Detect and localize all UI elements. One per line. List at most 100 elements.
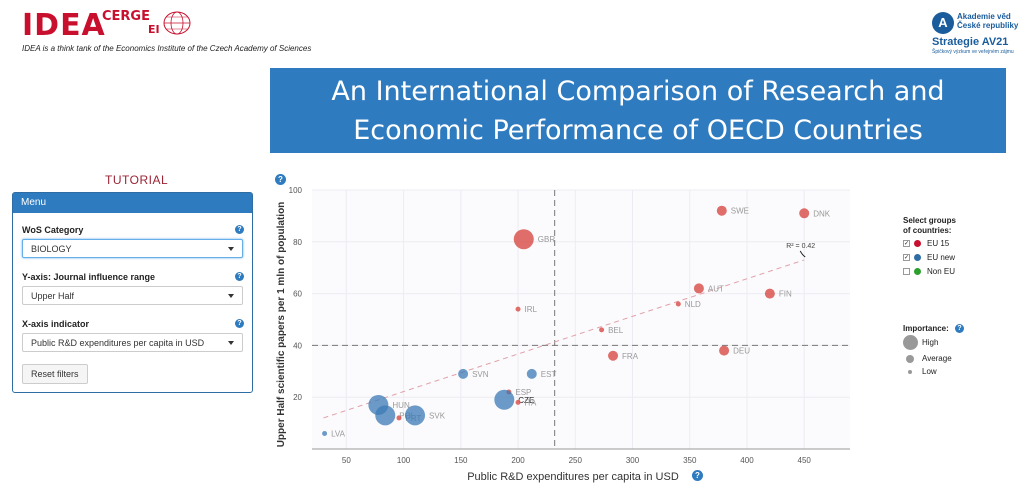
- chevron-down-icon: [228, 294, 234, 298]
- eu-new-dot-icon: [914, 254, 921, 261]
- data-point-gbr[interactable]: [513, 229, 534, 250]
- data-point-est[interactable]: [526, 368, 537, 379]
- checkbox[interactable]: [903, 268, 910, 275]
- importance-low-label: Low: [922, 367, 937, 376]
- importance-low: Low: [903, 365, 1021, 378]
- x-axis-title: Public R&D expenditures per capita in US…: [467, 471, 679, 483]
- legend-group-label: EU 15: [927, 239, 950, 248]
- y-axis-title: Upper Half scientific papers per 1 mln o…: [276, 202, 287, 448]
- point-label: LVA: [331, 429, 346, 438]
- yaxis-label: Y-axis: Journal influence range: [22, 272, 156, 282]
- point-label: BEL: [608, 326, 624, 335]
- xaxis-help-icon-chart[interactable]: ?: [692, 470, 703, 481]
- legend-group-label: Non EU: [927, 267, 956, 276]
- trend-line: [323, 259, 805, 419]
- av-logo-strategy: Strategie AV21: [932, 36, 1009, 48]
- checkbox[interactable]: ✓: [903, 240, 910, 247]
- point-label: GBR: [538, 235, 556, 244]
- data-point-deu[interactable]: [719, 345, 730, 356]
- wos-help-icon[interactable]: ?: [235, 225, 244, 234]
- data-point-irl[interactable]: [515, 306, 521, 312]
- scatter-chart[interactable]: 20 40 60 80 100 50 100 150 200 250 300 350 400 450 R² …: [268, 180, 868, 485]
- data-point-fin[interactable]: [764, 288, 775, 299]
- wos-category-select[interactable]: BIOLOGY: [22, 239, 243, 258]
- point-label: SVN: [472, 370, 489, 379]
- point-label: DEU: [733, 347, 750, 356]
- data-point-ita[interactable]: [515, 399, 521, 405]
- legend-groups-title-2: of countries:: [903, 226, 952, 235]
- importance-average-label: Average: [922, 354, 952, 363]
- menu-panel: Menu WoS Category ? BIOLOGY Y-axis: Jour…: [12, 192, 253, 393]
- legend: Select groups of countries: ✓ EU 15 ✓ EU…: [903, 216, 1021, 378]
- point-label: ESP: [515, 388, 531, 397]
- point-label: DNK: [813, 209, 831, 218]
- x-tick-label: 150: [454, 456, 468, 465]
- point-label: EST: [541, 370, 557, 379]
- wos-category-value: BIOLOGY: [31, 244, 72, 254]
- data-point-cze[interactable]: [494, 389, 515, 410]
- page-title-line1: An International Comparison of Research …: [331, 76, 945, 107]
- logo-idea-text: IDEA: [22, 8, 106, 43]
- data-point-bel[interactable]: [599, 327, 605, 333]
- page-title-banner: An International Comparison of Research …: [270, 68, 1006, 153]
- data-point-fra[interactable]: [608, 350, 619, 361]
- chevron-down-icon: [228, 247, 234, 251]
- data-point-aut[interactable]: [693, 283, 704, 294]
- low-size-dot-icon: [908, 370, 912, 374]
- data-point-lva[interactable]: [322, 430, 328, 436]
- point-label: NLD: [685, 300, 701, 309]
- x-tick-label: 50: [342, 456, 351, 465]
- y-tick-label: 100: [289, 186, 303, 195]
- x-tick-label: 400: [740, 456, 754, 465]
- menu-title: Menu: [13, 193, 252, 213]
- wos-category-label: WoS Category: [22, 225, 84, 235]
- checkbox[interactable]: ✓: [903, 254, 910, 261]
- point-label: AUT: [708, 284, 724, 293]
- data-point-pol[interactable]: [375, 405, 396, 426]
- xaxis-label: X-axis indicator: [22, 319, 90, 329]
- chevron-down-icon: [228, 341, 234, 345]
- legend-group-eu15[interactable]: ✓ EU 15: [903, 237, 1021, 250]
- legend-groups-title-1: Select groups: [903, 216, 956, 225]
- y-tick-label: 20: [293, 393, 302, 402]
- yaxis-select[interactable]: Upper Half: [22, 286, 243, 305]
- yaxis-help-icon[interactable]: ?: [235, 272, 244, 281]
- point-label: FRA: [622, 352, 639, 361]
- point-label: IRL: [525, 305, 538, 314]
- data-point-nld[interactable]: [675, 301, 681, 307]
- av-logo-line1: Akademie věd: [957, 12, 1011, 21]
- av-logo-line2: České republiky: [957, 21, 1019, 30]
- data-point-prt[interactable]: [396, 415, 402, 421]
- reset-filters-button[interactable]: Reset filters: [22, 364, 88, 384]
- point-label: FIN: [779, 290, 792, 299]
- tutorial-link[interactable]: TUTORIAL: [105, 173, 169, 187]
- data-point-svk[interactable]: [405, 405, 426, 426]
- idea-cerge-logo[interactable]: IDEA CERGE EI: [22, 8, 191, 46]
- logo-ei-text: EI: [148, 23, 160, 36]
- legend-group-eu-new[interactable]: ✓ EU new: [903, 251, 1021, 264]
- data-point-swe[interactable]: [716, 205, 727, 216]
- plot-background: [312, 190, 850, 449]
- yaxis-value: Upper Half: [31, 291, 75, 301]
- importance-title-text: Importance:: [903, 324, 949, 333]
- globe-icon: [163, 11, 191, 35]
- importance-title: Importance: ?: [903, 324, 1021, 334]
- av-logo-motto: Špičkový výzkum ve veřejném zájmu: [932, 49, 1014, 55]
- legend-group-label: EU new: [927, 253, 956, 262]
- point-label: ITA: [525, 398, 538, 407]
- data-point-dnk[interactable]: [799, 208, 810, 219]
- xaxis-help-icon[interactable]: ?: [235, 319, 244, 328]
- xaxis-select[interactable]: Public R&D expenditures per capita in US…: [22, 333, 243, 352]
- av21-logo[interactable]: A Akademie věd České republiky Strategie…: [932, 10, 1020, 56]
- data-point-svn[interactable]: [458, 368, 469, 379]
- eu15-dot-icon: [914, 240, 921, 247]
- x-tick-label: 100: [397, 456, 411, 465]
- chart-help-icon[interactable]: ?: [275, 174, 286, 185]
- x-tick-label: 300: [626, 456, 640, 465]
- high-size-dot-icon: [903, 335, 918, 350]
- legend-group-non-eu[interactable]: Non EU: [903, 265, 1021, 278]
- r2-arrow: [799, 250, 806, 258]
- importance-high: High: [903, 334, 1021, 352]
- importance-help-icon[interactable]: ?: [955, 324, 964, 333]
